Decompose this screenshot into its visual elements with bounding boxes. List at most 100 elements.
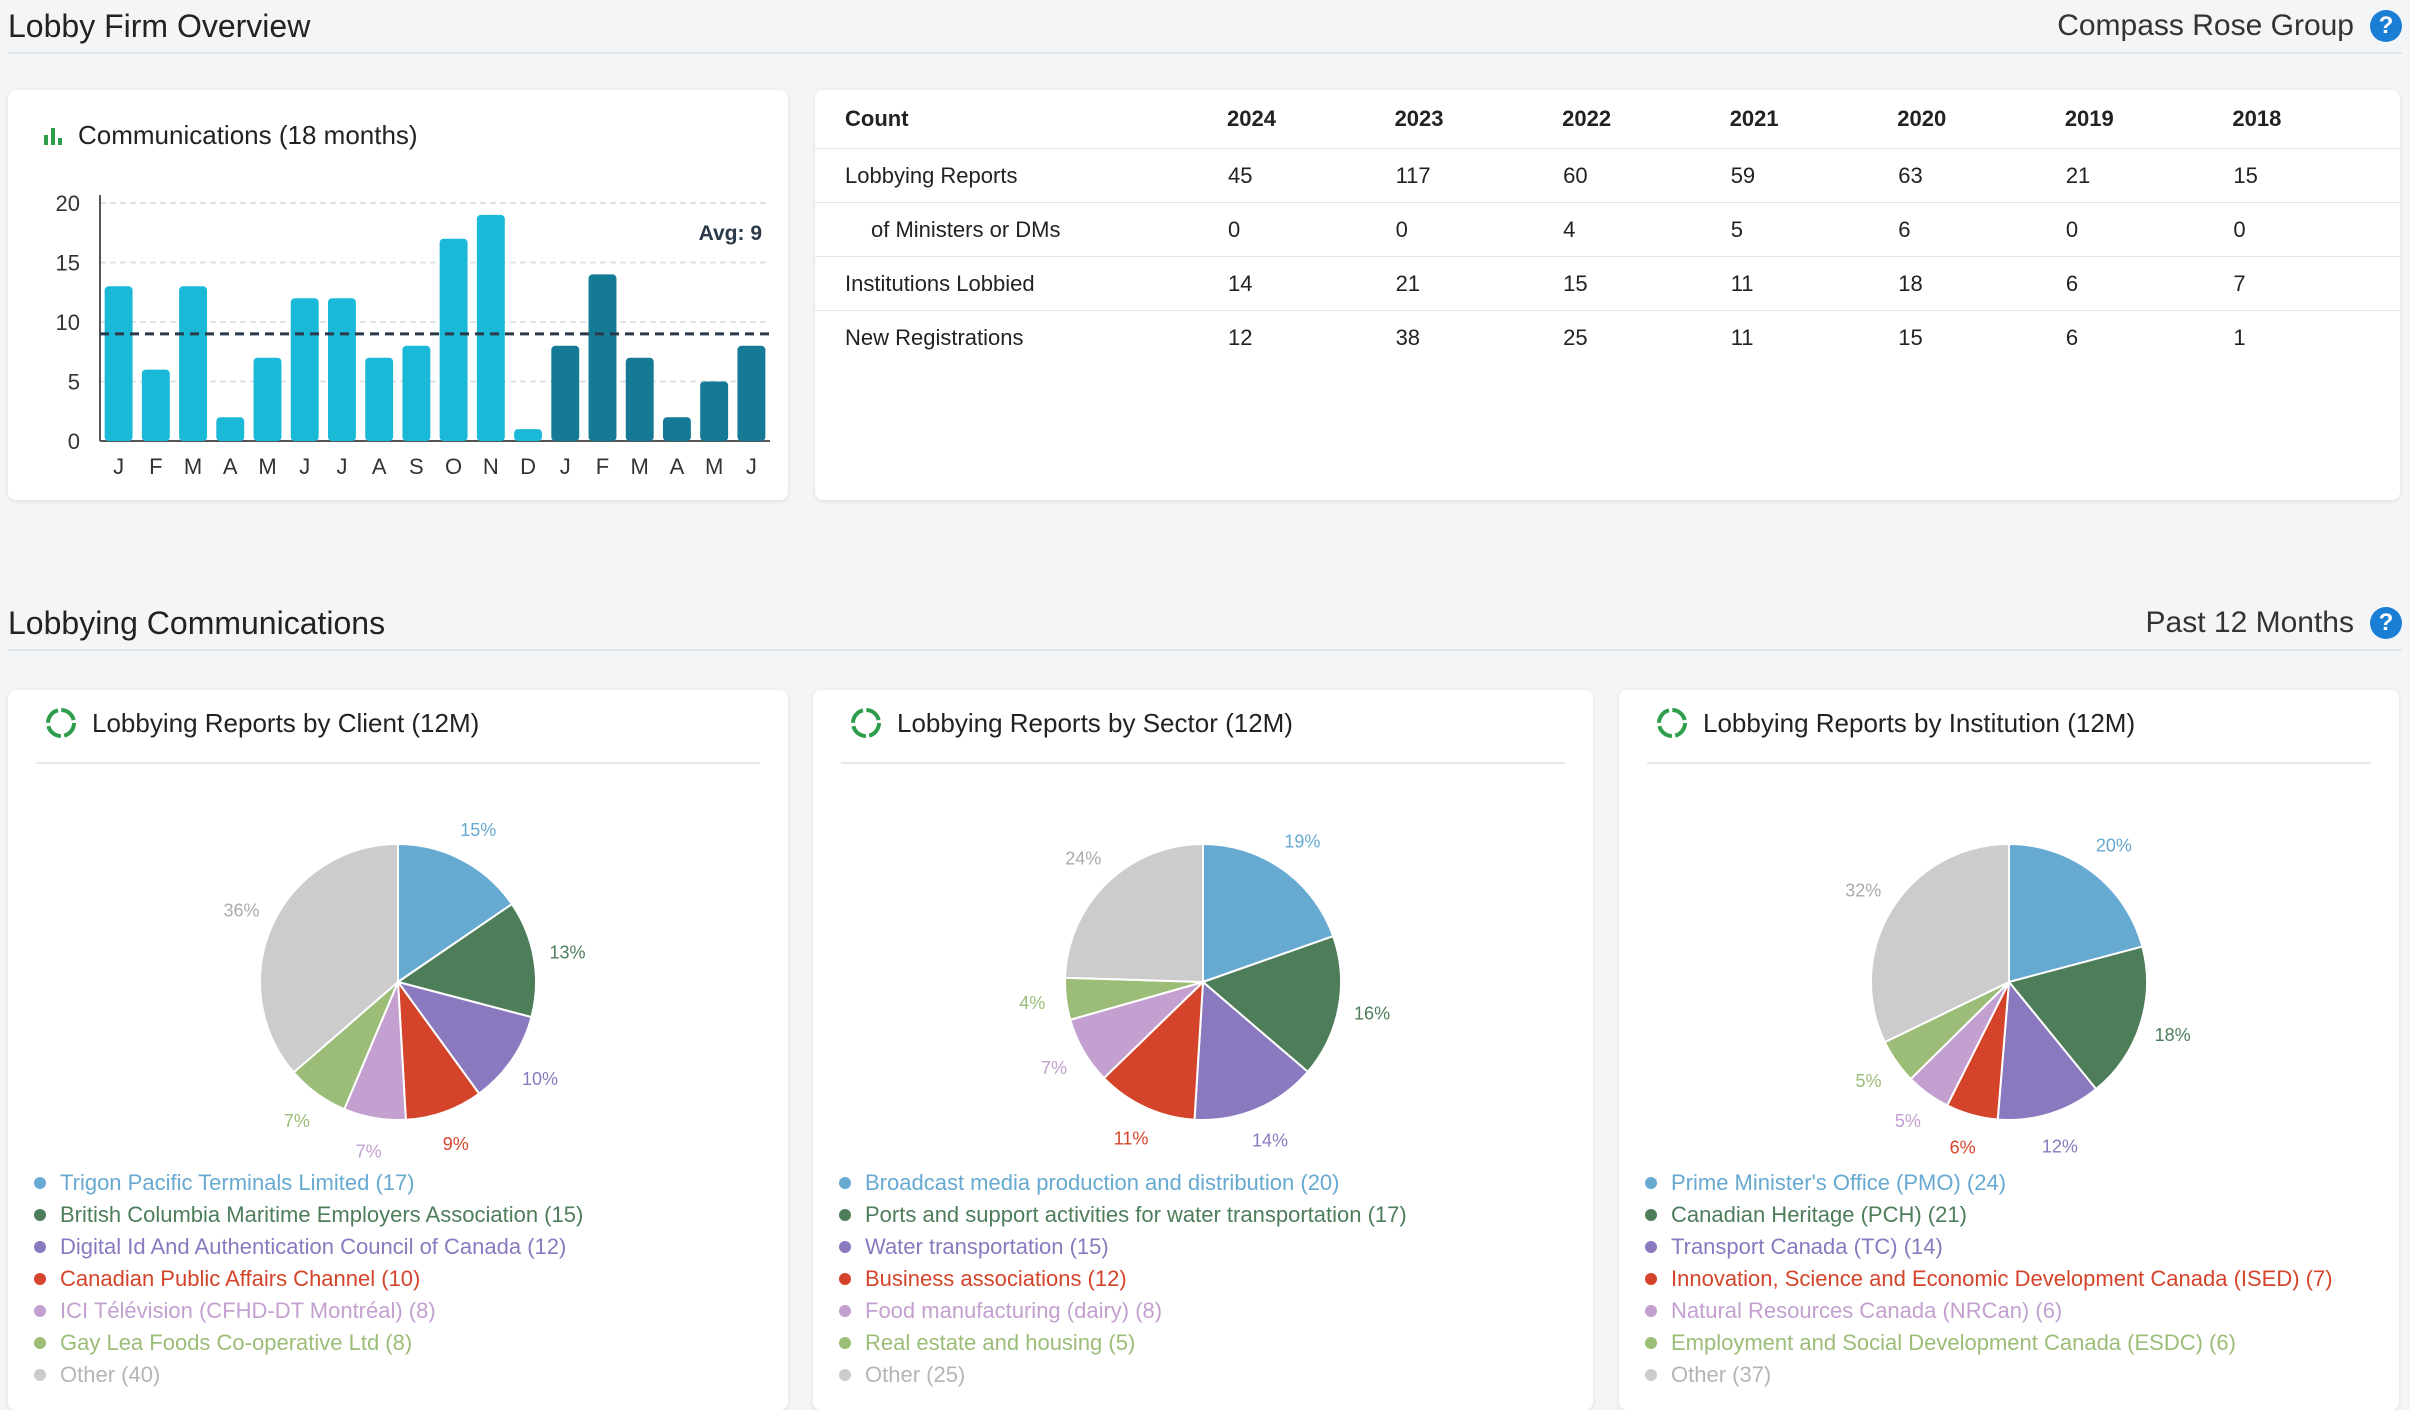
legend-item[interactable]: Other (25): [839, 1359, 1407, 1391]
pie-slice[interactable]: [395, 980, 533, 1096]
legend-item[interactable]: Natural Resources Canada (NRCan) (6): [1645, 1295, 2333, 1327]
legend-dot-icon: [1645, 1337, 1657, 1349]
table-cell: 59: [1729, 148, 1898, 203]
legend-item[interactable]: Innovation, Science and Economic Develop…: [1645, 1263, 2333, 1295]
table-cell: 6: [2065, 324, 2079, 350]
bar[interactable]: [439, 238, 468, 441]
legend-item[interactable]: Water transportation (15): [839, 1231, 1407, 1263]
period-area: Past 12 Months ?: [2146, 606, 2402, 640]
legend-dot-icon: [839, 1337, 851, 1349]
x-tick-label: J: [336, 454, 347, 479]
legend-item[interactable]: Food manufacturing (dairy) (8): [839, 1295, 1407, 1327]
legend-dot-icon: [34, 1273, 46, 1285]
bar[interactable]: [327, 298, 356, 441]
legend-item[interactable]: Employment and Social Development Canada…: [1645, 1327, 2333, 1359]
bar[interactable]: [514, 429, 543, 441]
pie-slice[interactable]: [396, 978, 481, 1121]
legend-item[interactable]: British Columbia Maritime Employers Asso…: [34, 1199, 583, 1231]
pie-title: Lobbying Reports by Client (12M): [92, 707, 480, 738]
pie-slice[interactable]: [1064, 842, 1204, 984]
bar[interactable]: [700, 381, 729, 442]
bar[interactable]: [179, 286, 208, 441]
pie-legend: Trigon Pacific Terminals Limited (17) Bri…: [34, 1167, 583, 1391]
stats-table-card: Count 2024 2023 2022 2021 2020 2019 2018…: [815, 90, 2400, 500]
legend-item[interactable]: Business associations (12): [839, 1263, 1407, 1295]
pie-chart: 15% 13% 10% 9% 7% 7% 36%: [224, 820, 586, 1160]
pie-slice[interactable]: [1102, 979, 1205, 1121]
legend-item[interactable]: Broadcast media production and distribut…: [839, 1167, 1407, 1199]
bar[interactable]: [402, 345, 431, 441]
pie-slice[interactable]: [395, 902, 537, 1019]
pie-percent-label: 10%: [522, 1069, 558, 1089]
bar[interactable]: [551, 345, 580, 441]
bar[interactable]: [141, 369, 170, 441]
bar[interactable]: [290, 298, 319, 441]
table-cell: 38: [1395, 324, 1421, 350]
pie-slice[interactable]: [2007, 945, 2148, 1091]
legend-dot-icon: [34, 1337, 46, 1349]
table-cell: 12: [1228, 324, 1253, 350]
help-icon[interactable]: ?: [2370, 10, 2402, 42]
bar[interactable]: [737, 345, 766, 441]
legend-item[interactable]: Digital Id And Authentication Council of…: [34, 1231, 583, 1263]
header-year: 2024: [1227, 90, 1395, 149]
legend-item[interactable]: Real estate and housing (5): [839, 1327, 1407, 1359]
stats-header-row: Count 2024 2023 2022 2021 2020 2019 2018: [815, 90, 2400, 149]
pie-slice[interactable]: [1193, 979, 1310, 1121]
legend-item[interactable]: Other (40): [34, 1359, 583, 1391]
legend-dot-icon: [1645, 1305, 1657, 1317]
legend-label: Water transportation (15): [865, 1234, 1109, 1259]
pie-slice[interactable]: [1201, 934, 1342, 1074]
legend-label: ICI Télévision (CFHD-DT Montréal) (8): [60, 1298, 436, 1323]
pie-slice[interactable]: [2008, 842, 2144, 984]
bar[interactable]: [216, 417, 245, 441]
legend-item[interactable]: Other (37): [1645, 1359, 2333, 1391]
table-cell: 0: [1394, 202, 1563, 257]
bar[interactable]: [253, 357, 282, 441]
table-row: of Ministers or DMs 0 0 4 5 6 0 0: [815, 202, 2400, 257]
table-cell: 45: [1227, 148, 1395, 203]
x-tick-label: A: [670, 454, 685, 479]
legend-label: Canadian Public Affairs Channel (10): [60, 1266, 421, 1291]
bar[interactable]: [588, 274, 617, 441]
pie-slice[interactable]: [1870, 842, 2010, 1044]
y-tick-label: 0: [68, 429, 80, 454]
legend-dot-icon: [34, 1369, 46, 1381]
bar[interactable]: [476, 214, 505, 441]
legend-label: Transport Canada (TC) (14): [1671, 1234, 1943, 1259]
pie-title: Lobbying Reports by Sector (12M): [897, 707, 1293, 738]
legend-item[interactable]: ICI Télévision (CFHD-DT Montréal) (8): [34, 1295, 583, 1327]
legend-item[interactable]: Canadian Heritage (PCH) (21): [1645, 1199, 2333, 1231]
legend-item[interactable]: Ports and support activities for water t…: [839, 1199, 1407, 1231]
legend-label: Other (40): [60, 1362, 161, 1387]
pie-title: Lobbying Reports by Institution (12M): [1703, 707, 2136, 738]
pie-card-header: Lobbying Reports by Sector (12M): [841, 706, 1565, 764]
pie-slice[interactable]: [259, 842, 399, 1074]
x-tick-label: M: [184, 454, 202, 479]
pie-slice[interactable]: [1996, 979, 2098, 1121]
pie-slice[interactable]: [397, 842, 514, 984]
communications-card: Communications (18 months) 0 5 10 15 20 J F M A M…: [8, 90, 788, 500]
legend-label: Other (25): [865, 1362, 966, 1387]
legend-label: Natural Resources Canada (NRCan) (6): [1671, 1298, 2063, 1323]
legend-item[interactable]: Prime Minister's Office (PMO) (24): [1645, 1167, 2333, 1199]
help-icon[interactable]: ?: [2370, 607, 2402, 639]
y-tick-label: 10: [56, 310, 80, 335]
bar[interactable]: [104, 286, 133, 441]
legend-item[interactable]: Transport Canada (TC) (14): [1645, 1231, 2333, 1263]
bar[interactable]: [625, 357, 654, 441]
bar[interactable]: [662, 417, 691, 441]
legend-item[interactable]: Gay Lea Foods Co-operative Ltd (8): [34, 1327, 583, 1359]
legend-label: Employment and Social Development Canada…: [1671, 1330, 2236, 1355]
x-tick-label: A: [372, 454, 387, 479]
table-cell: 6: [2064, 256, 2233, 311]
legend-item[interactable]: Trigon Pacific Terminals Limited (17): [34, 1167, 583, 1199]
legend-label: Ports and support activities for water t…: [865, 1202, 1407, 1227]
header-year: 2020: [1897, 90, 2065, 149]
legend-dot-icon: [34, 1209, 46, 1221]
legend-dot-icon: [839, 1177, 851, 1189]
table-cell: 11: [1729, 256, 1898, 311]
donut-icon: [851, 708, 881, 738]
bar[interactable]: [365, 357, 394, 441]
legend-item[interactable]: Canadian Public Affairs Channel (10): [34, 1263, 583, 1295]
